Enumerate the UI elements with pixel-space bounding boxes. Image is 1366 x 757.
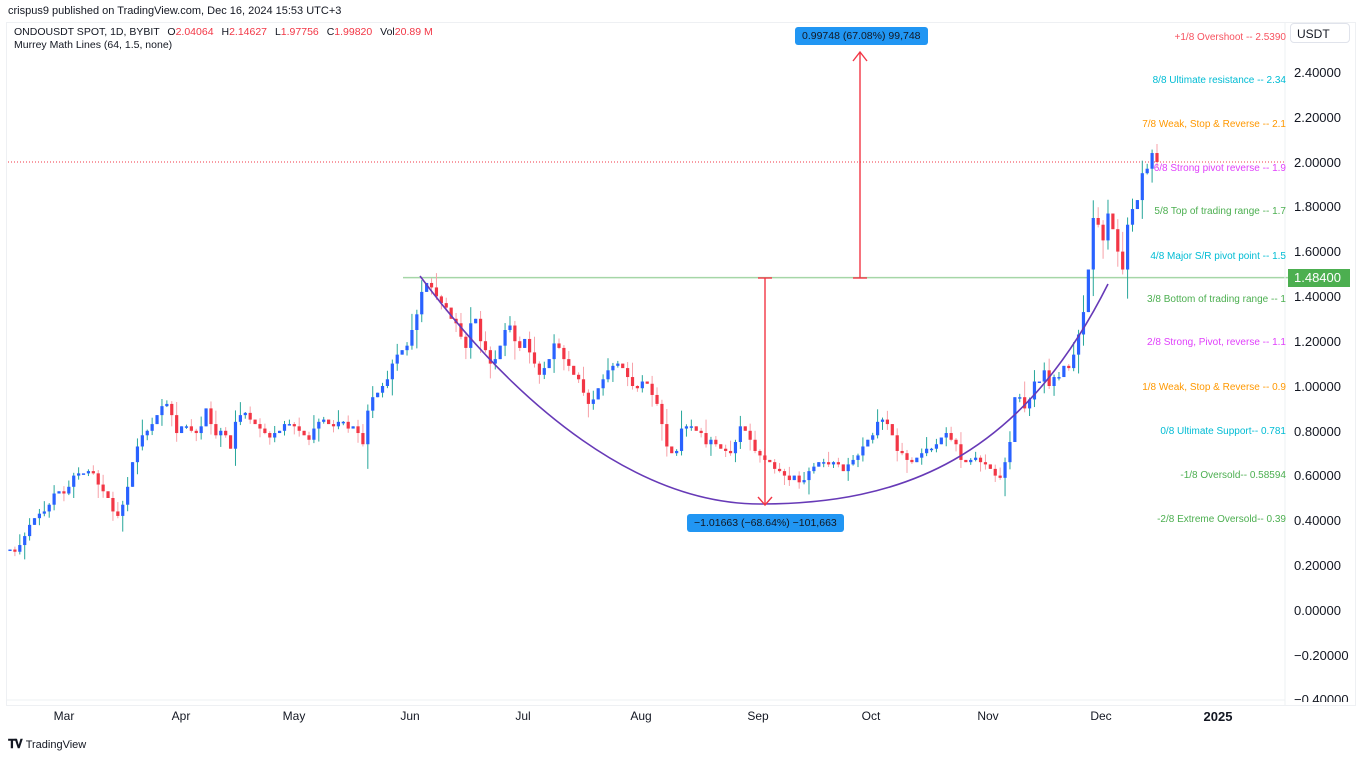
volume-value: 20.89 M [394,26,433,38]
publisher-line: crispus9 published on TradingView.com, D… [8,5,342,17]
time-label: Jun [400,709,420,723]
open-label: O [167,26,176,38]
time-label: Nov [977,709,999,723]
time-label: Dec [1090,709,1112,723]
brand-name: TradingView [25,738,87,751]
price-tick: 2.40000 [1294,65,1341,80]
time-label: Jul [515,709,531,723]
close-value: 1.99820 [334,26,373,38]
price-tick: 2.20000 [1294,110,1341,125]
price-tick: 1.80000 [1294,199,1341,214]
murrey-label-plus1-8: +1/8 Overshoot -- 2.5390 [1174,32,1286,43]
time-label: Aug [630,709,652,723]
time-label: May [282,709,306,723]
chart-legend: ONDOUSDT SPOT, 1D, BYBIT O2.04064 H2.146… [14,26,433,52]
price-tick: 0.80000 [1294,424,1341,439]
price-tick: 0.20000 [1294,558,1341,573]
price-tick: 1.00000 [1294,379,1341,394]
murrey-label-minus1-8: -1/8 Oversold-- 0.58594 [1180,470,1286,481]
low-label: L [274,26,281,38]
time-label: Sep [747,709,769,723]
indicator-legend[interactable]: Murrey Math Lines (64, 1.5, none) [14,39,173,51]
time-label: Oct [861,709,881,723]
tradingview-footer[interactable]: 𝐓𝐕 TradingView [8,737,86,752]
price-tick: 1.60000 [1294,244,1341,259]
currency-selector[interactable]: USDT [1290,23,1350,43]
murrey-label-7-8: 7/8 Weak, Stop & Reverse -- 2.1 [1142,119,1286,130]
murrey-label-1-8: 1/8 Weak, Stop & Reverse -- 0.9 [1142,382,1286,393]
price-tick: 2.00000 [1294,155,1341,170]
murrey-label-8-8: 8/8 Ultimate resistance -- 2.34 [1152,75,1286,86]
low-value: 1.97756 [280,26,319,38]
up-arrow-icon [852,50,868,62]
level-price-tag[interactable]: 1.48400 [1288,269,1350,287]
murrey-label-6-8: 6/8 Strong pivot reverse -- 1.9 [1153,163,1286,174]
price-tick: 0.40000 [1294,513,1341,528]
price-tick: 1.20000 [1294,334,1341,349]
time-label-year: 2025 [1203,709,1233,724]
symbol-name[interactable]: ONDOUSDT SPOT, 1D, BYBIT [14,26,160,38]
price-tick: −0.20000 [1294,648,1349,663]
price-tick: 1.40000 [1294,289,1341,304]
price-tick: −0.40000 [1294,692,1349,702]
close-label: C [326,26,335,38]
murrey-label-4-8: 4/8 Major S/R pivot point -- 1.5 [1150,251,1286,262]
time-label: Apr [171,709,191,723]
volume-label: Vol [380,26,395,38]
time-label: Mar [53,709,75,723]
high-label: H [221,26,230,38]
murrey-label-2-8: 2/8 Strong, Pivot, reverse -- 1.1 [1147,337,1286,348]
candlestick-series [8,143,1159,560]
down-arrow-icon [757,496,773,507]
cup-arc[interactable] [419,275,1109,505]
murrey-label-5-8: 5/8 Top of trading range -- 1.7 [1154,206,1286,217]
price-tick: 0.00000 [1294,603,1341,618]
chart-frame [6,22,1356,706]
tradingview-logo-icon: 𝐓𝐕 [8,737,23,751]
murrey-label-minus2-8: -2/8 Extreme Oversold-- 0.39 [1157,514,1286,525]
symbol-row: ONDOUSDT SPOT, 1D, BYBIT O2.04064 H2.146… [14,26,433,39]
open-value: 2.04064 [175,26,214,38]
down-measure-label[interactable]: −1.01663 (−68.64%) −101,663 [687,514,844,532]
high-value: 2.14627 [229,26,268,38]
up-measure-label[interactable]: 0.99748 (67.08%) 99,748 [795,27,928,45]
murrey-label-3-8: 3/8 Bottom of trading range -- 1 [1147,294,1286,305]
price-tick: 0.60000 [1294,468,1341,483]
murrey-label-0-8: 0/8 Ultimate Support-- 0.781 [1160,426,1286,437]
